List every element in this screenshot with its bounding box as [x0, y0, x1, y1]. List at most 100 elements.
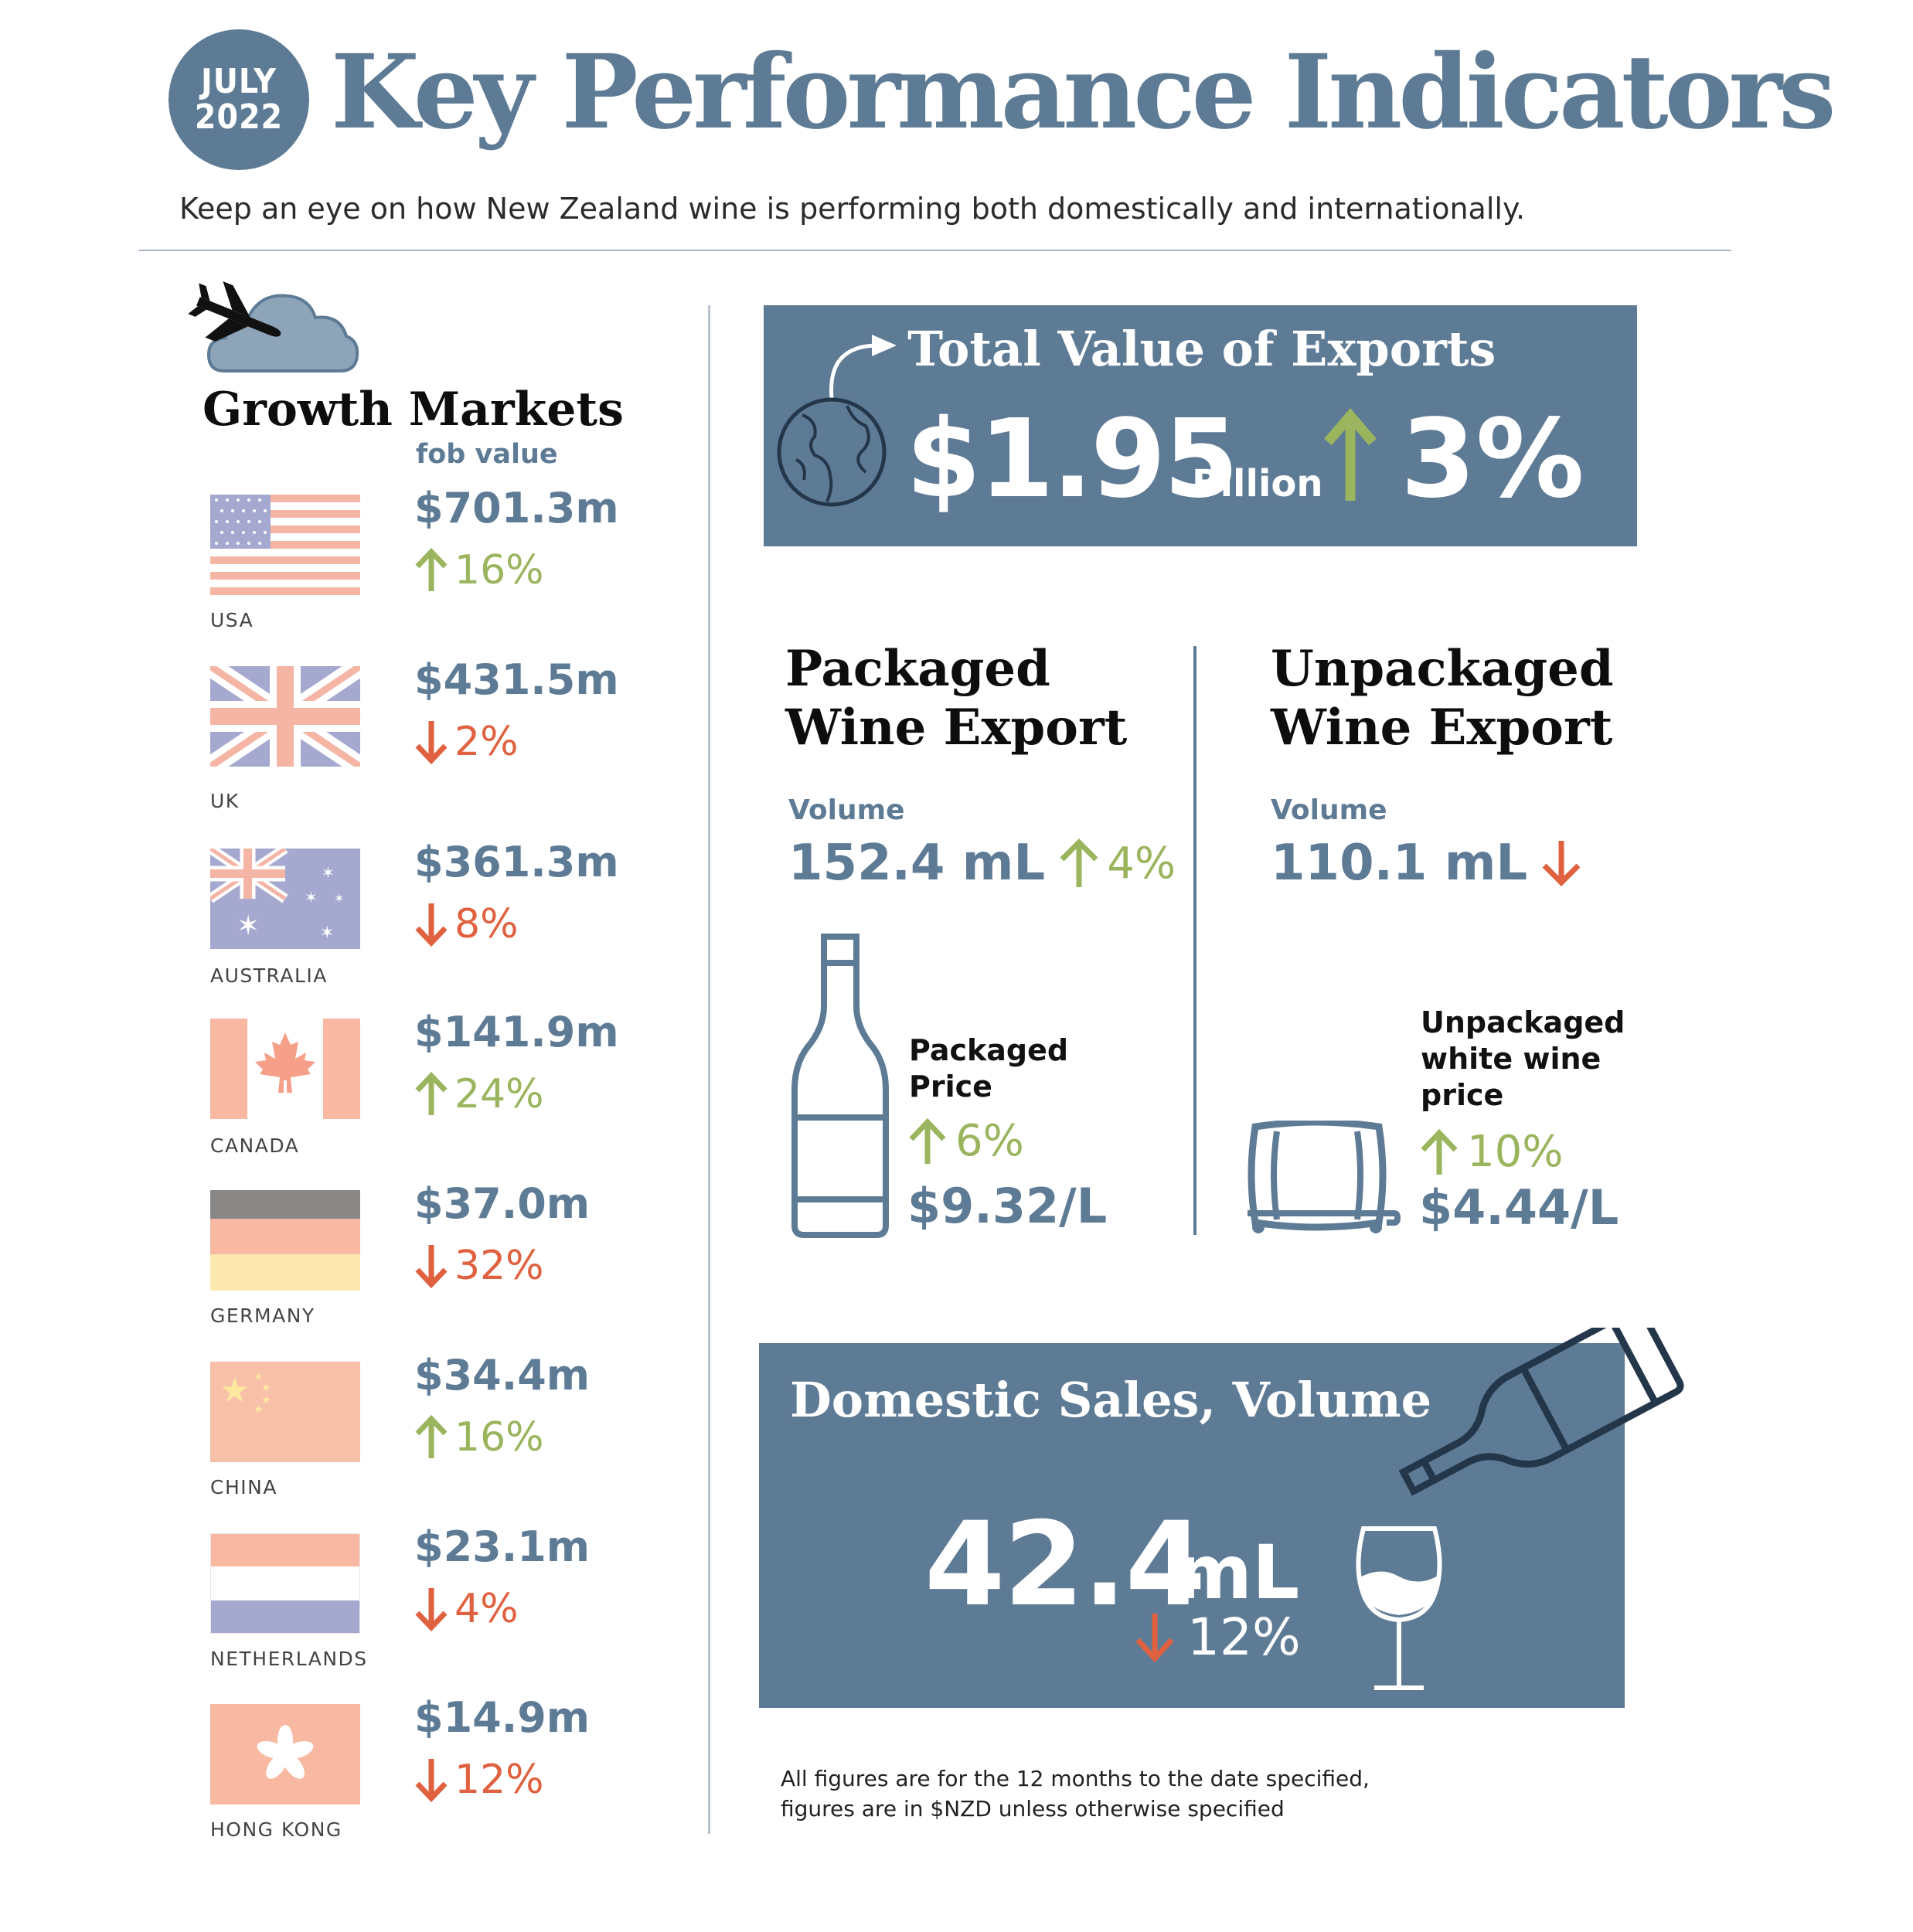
wine-bottle-icon	[791, 934, 889, 1238]
country-label: GERMANY	[210, 1304, 315, 1327]
unpackaged-volume-label: Volume	[1271, 794, 1387, 826]
barrel-icon	[1248, 1121, 1401, 1233]
unpackaged-title-line1: Unpackaged	[1271, 640, 1614, 698]
export-divider	[1193, 646, 1196, 1235]
market-change-pct: 2%	[454, 719, 519, 765]
unpackaged-price-label-line3: price	[1421, 1078, 1504, 1112]
globe-graphic	[777, 335, 897, 507]
column-divider	[708, 305, 710, 1834]
cloud-plane-graphic	[188, 281, 359, 372]
market-change: 4%	[414, 1586, 519, 1632]
country-label: CHINA	[210, 1476, 277, 1498]
market-value: $431.5m	[414, 655, 619, 704]
domestic-sales-title: Domestic Sales, Volume	[790, 1372, 1432, 1428]
market-change: 8%	[414, 901, 519, 947]
total-exports-panel	[764, 305, 1637, 546]
packaged-volume-change: 4%	[1107, 838, 1176, 889]
svg-text:✶: ✶	[322, 863, 335, 882]
arrow-up-icon	[415, 1072, 448, 1115]
arrow-down-icon	[415, 1245, 448, 1288]
market-change-pct: 16%	[454, 547, 544, 594]
arrow-up-icon	[415, 548, 448, 591]
market-change: 16%	[414, 1414, 544, 1461]
airplane-icon	[188, 281, 281, 342]
market-value: $34.4m	[414, 1351, 591, 1400]
market-change-pct: 32%	[454, 1243, 544, 1289]
total-exports-change: 3%	[1401, 396, 1585, 522]
country-label: USA	[210, 609, 254, 631]
cloud-icon	[206, 294, 359, 372]
footnote-line2: figures are in $NZD unless otherwise spe…	[781, 1796, 1285, 1821]
packaged-price-label-line2: Price	[909, 1070, 992, 1104]
canada-flag-icon	[210, 1019, 360, 1119]
unpackaged-price-change: 10%	[1419, 1127, 1563, 1177]
market-uk: UK $431.5m 2%	[210, 655, 643, 836]
unpackaged-price-change-pct: 10%	[1467, 1127, 1564, 1177]
arrow-down-icon	[415, 721, 448, 764]
domestic-sales-unit: mL	[1175, 1529, 1300, 1616]
arrow-up-icon	[1421, 1128, 1458, 1175]
svg-text:★: ★	[261, 1382, 271, 1394]
unpackaged-price-value: $4.44/L	[1419, 1179, 1619, 1236]
market-change-pct: 8%	[454, 901, 519, 947]
market-change-pct: 12%	[454, 1757, 544, 1803]
packaged-price-change: 6%	[907, 1116, 1024, 1166]
growth-markets-title: Growth Markets	[203, 383, 624, 437]
market-netherlands: NETHERLANDS $23.1m 4%	[210, 1522, 643, 1703]
curved-arrow-icon	[829, 335, 897, 399]
market-value: $361.3m	[414, 838, 619, 886]
usa-flag-icon	[210, 495, 360, 595]
market-value: $141.9m	[414, 1008, 619, 1056]
svg-text:★: ★	[220, 1371, 250, 1410]
growth-markets-subtitle: fob value	[416, 439, 558, 470]
market-change-pct: 16%	[454, 1414, 544, 1461]
packaged-price-value: $9.32/L	[907, 1178, 1108, 1234]
globe-icon	[777, 397, 887, 507]
date-badge: JULY 2022	[168, 29, 309, 170]
australia-flag-icon: ✶ ✶ ✶ ✶ ✶	[210, 849, 360, 949]
svg-text:★: ★	[254, 1403, 264, 1416]
country-label: NETHERLANDS	[210, 1648, 368, 1670]
date-year: 2022	[194, 97, 284, 137]
market-change-pct: 24%	[454, 1071, 544, 1117]
packaged-title: Packaged Wine Export	[785, 640, 1127, 757]
svg-text:✶: ✶	[334, 891, 344, 906]
unpackaged-volume-value: 110.1 mL	[1271, 835, 1528, 892]
market-change: 12%	[414, 1757, 544, 1803]
arrow-up-icon	[1324, 408, 1377, 501]
packaged-price-label: Packaged Price	[909, 1032, 1068, 1105]
domestic-sales-change-pct: 12%	[1187, 1607, 1301, 1667]
arrow-down-icon	[415, 903, 448, 947]
svg-text:★: ★	[254, 1371, 264, 1383]
total-exports-title: Total Value of Exports	[907, 321, 1496, 377]
footnote-line1: All figures are for the 12 months to the…	[781, 1766, 1370, 1791]
market-change-pct: 4%	[454, 1586, 519, 1632]
unpackaged-title: Unpackaged Wine Export	[1271, 640, 1614, 757]
svg-text:✶: ✶	[320, 923, 334, 943]
arrow-down-icon	[415, 1759, 448, 1802]
country-label: CANADA	[210, 1134, 300, 1157]
hong-kong-flag-icon	[210, 1704, 360, 1804]
packaged-price-label-line1: Packaged	[909, 1033, 1069, 1067]
packaged-volume: 152.4 mL 4%	[788, 835, 1176, 892]
packaged-volume-value: 152.4 mL	[788, 835, 1046, 892]
germany-flag-icon	[210, 1190, 360, 1291]
svg-text:✶: ✶	[305, 888, 318, 906]
page-subtitle: Keep an eye on how New Zealand wine is p…	[179, 192, 1526, 226]
country-label: UK	[210, 790, 240, 812]
unpackaged-price-label: Unpackaged white wine price	[1421, 1005, 1625, 1114]
market-china: ★ ★ ★ ★ ★ CHINA $34.4m 16%	[210, 1351, 643, 1532]
market-australia: ✶ ✶ ✶ ✶ ✶ AUSTRALIA $361.3m 8%	[210, 838, 643, 1019]
market-value: $701.3m	[414, 484, 619, 532]
arrow-up-icon	[415, 1415, 448, 1458]
market-value: $23.1m	[414, 1522, 591, 1571]
country-label: AUSTRALIA	[210, 964, 328, 987]
arrow-down-icon	[415, 1588, 448, 1631]
market-hong-kong: HONG KONG $14.9m 12%	[210, 1693, 643, 1874]
date-month: JULY	[201, 62, 277, 101]
pouring-bottle-icon	[1398, 1328, 1684, 1496]
market-value: $14.9m	[414, 1693, 591, 1742]
wine-glass-icon	[1356, 1526, 1442, 1690]
arrow-up-icon	[909, 1117, 946, 1164]
domestic-sales-change: 12%	[1133, 1607, 1301, 1667]
